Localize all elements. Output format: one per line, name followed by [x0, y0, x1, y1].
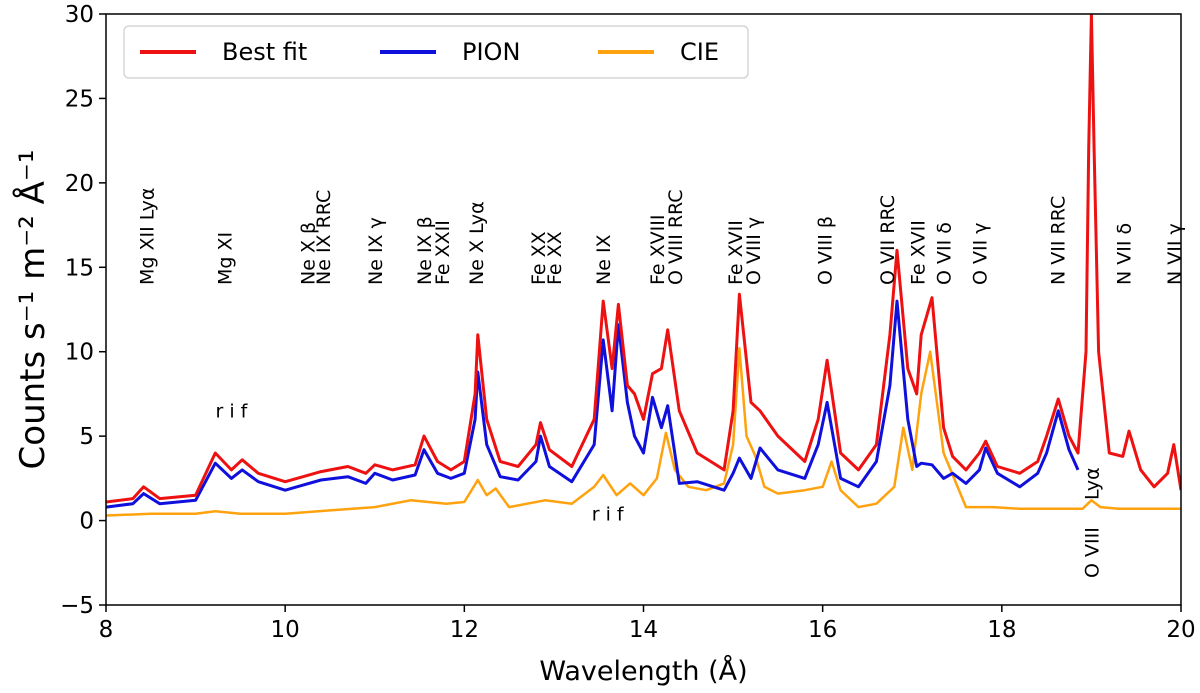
- line-annotation-21: N VII δ: [1114, 223, 1136, 285]
- line-annotation-16: O VII RRC: [877, 195, 899, 285]
- x-tick-label-0: 8: [99, 617, 114, 643]
- y-axis-label: Counts s⁻¹ m⁻² Å⁻¹: [12, 150, 53, 470]
- triplet-annotation-1: r i f: [592, 504, 625, 526]
- x-tick-label-3: 14: [629, 617, 658, 643]
- line-annotation-9: Fe XX: [544, 231, 566, 285]
- line-annotations: Mg XII Lyα Mg XI Ne X βNe IX RRC Ne IX γ Ne …: [136, 188, 1186, 578]
- line-annotation-20: N VII RRC: [1047, 196, 1069, 285]
- legend-label-2: CIE: [680, 38, 719, 66]
- legend-label-0: Best fit: [222, 38, 307, 66]
- oviii-lya-label: Lyα: [1081, 467, 1103, 500]
- y-tick-label-1: 0: [79, 509, 94, 535]
- line-annotation-5: Ne IX β: [414, 216, 436, 285]
- y-tick-label-7: 30: [65, 2, 94, 28]
- line-annotation-7: Ne X Lyα: [466, 201, 488, 285]
- x-tick-label-1: 10: [271, 617, 300, 643]
- line-annotation-19: O VII γ: [969, 223, 991, 285]
- line-annotation-18: O VII δ: [934, 222, 956, 285]
- x-tick-label-5: 18: [987, 617, 1016, 643]
- y-tick-label-4: 15: [65, 255, 94, 281]
- line-annotation-3: Ne IX RRC: [313, 190, 335, 285]
- y-tick-label-6: 25: [65, 86, 94, 112]
- series-line-pion: [106, 299, 1080, 509]
- line-annotation-11: Fe XVIII: [647, 215, 669, 285]
- oviii-ion-label: O VIII: [1081, 527, 1103, 578]
- line-annotation-0: Mg XII Lyα: [136, 188, 158, 285]
- legend: Best fit PION CIE: [123, 25, 749, 79]
- axes: 8 10 12 14 16 18 20 −5 0 5 10 15 20 25 30 Wavelength (Å…: [12, 2, 1196, 687]
- line-annotation-10: Ne IX: [593, 234, 615, 285]
- y-tick-label-3: 10: [65, 340, 94, 366]
- x-tick-label-4: 16: [808, 617, 837, 643]
- line-annotation-15: O VIII β: [815, 216, 837, 285]
- line-annotation-8: Fe XX: [528, 231, 550, 285]
- series-line-best-fit: [106, 14, 1181, 504]
- line-annotation-13: Fe XVII: [725, 220, 747, 285]
- y-tick-label-5: 20: [65, 171, 94, 197]
- line-annotation-22: N VII γ: [1164, 223, 1186, 285]
- x-tick-label-6: 20: [1166, 617, 1195, 643]
- axes-frame: [105, 13, 1182, 606]
- series-line-cie: [106, 347, 1181, 517]
- line-annotation-4: Ne IX γ: [365, 217, 387, 285]
- legend-label-1: PION: [462, 38, 520, 66]
- x-tick-label-2: 12: [450, 617, 479, 643]
- line-annotation-12: O VIII RRC: [665, 189, 687, 285]
- triplet-annotation-0: r i f: [215, 401, 248, 423]
- line-annotation-17: Fe XVII: [908, 220, 930, 285]
- y-tick-label-0: −5: [60, 593, 94, 619]
- x-axis-label: Wavelength (Å): [539, 655, 747, 687]
- line-annotation-2: Ne X β: [298, 222, 320, 285]
- line-annotation-6: Fe XXII: [432, 220, 454, 285]
- series-layer: [106, 14, 1181, 517]
- line-annotation-1: Mg XI: [214, 232, 236, 285]
- line-annotation-14: O VIII γ: [743, 217, 765, 285]
- y-tick-label-2: 5: [79, 424, 94, 450]
